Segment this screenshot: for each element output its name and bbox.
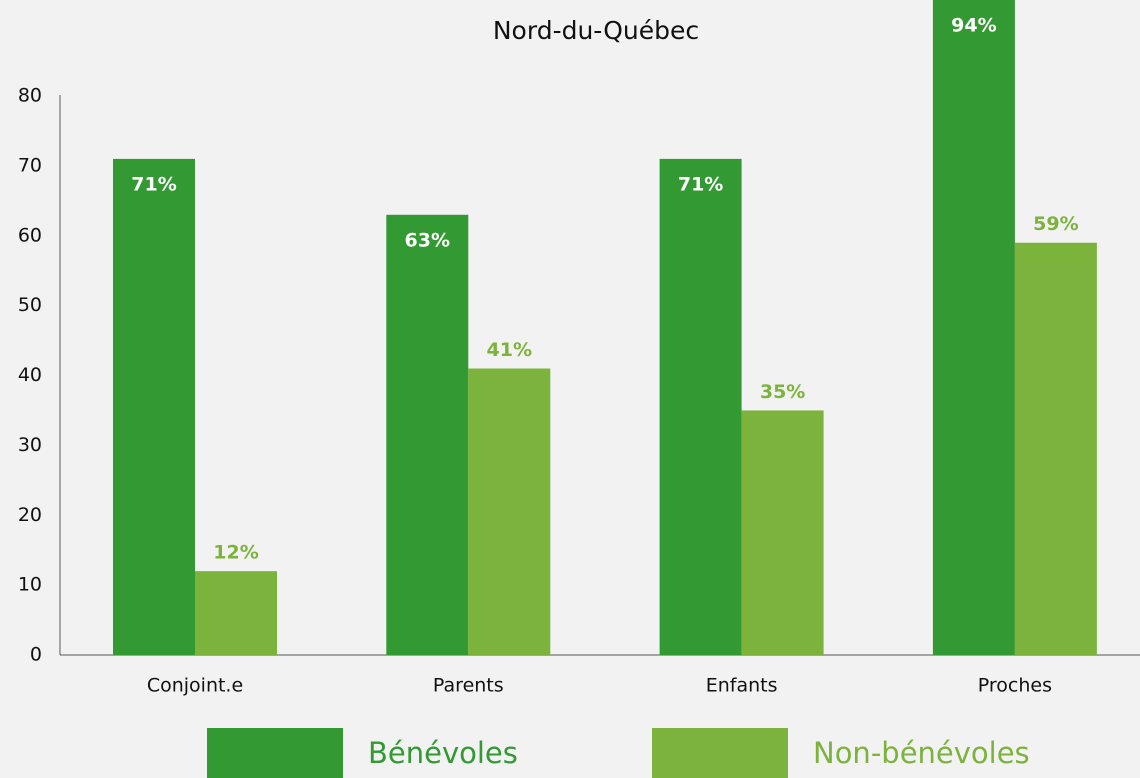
y-tick-label: 40 <box>18 364 42 386</box>
y-tick-label: 70 <box>18 154 42 176</box>
legend-swatch <box>652 728 788 778</box>
bar <box>113 158 195 655</box>
bar <box>386 214 469 655</box>
y-tick-label: 80 <box>18 85 42 107</box>
bar <box>932 0 1015 655</box>
y-tick-label: 30 <box>18 434 42 456</box>
x-tick-label: Enfants <box>706 675 778 697</box>
legend-label: Non-bénévoles <box>813 736 1030 770</box>
x-tick-label: Conjoint.e <box>147 675 243 697</box>
x-tick-label: Parents <box>433 675 504 697</box>
data-label: 94% <box>951 15 996 37</box>
data-label: 41% <box>487 339 532 361</box>
bar <box>468 368 551 655</box>
data-label: 71% <box>131 173 176 195</box>
legend-label: Bénévoles <box>368 736 518 770</box>
bar <box>659 158 742 655</box>
bar <box>195 571 277 655</box>
bar <box>741 410 824 655</box>
y-tick-label: 10 <box>18 574 42 596</box>
data-label: 71% <box>678 173 723 195</box>
data-label: 12% <box>213 542 258 564</box>
y-tick-label: 60 <box>18 224 42 246</box>
y-tick-label: 50 <box>18 294 42 316</box>
bar <box>1014 242 1097 656</box>
data-label: 63% <box>405 229 450 251</box>
chart-title: Nord-du-Québec <box>493 16 699 45</box>
legend-swatch <box>207 728 343 778</box>
data-label: 59% <box>1033 213 1078 235</box>
y-tick-label: 0 <box>30 644 42 666</box>
y-tick-label: 20 <box>18 504 42 526</box>
x-tick-label: Proches <box>978 675 1052 697</box>
data-label: 35% <box>760 381 805 403</box>
